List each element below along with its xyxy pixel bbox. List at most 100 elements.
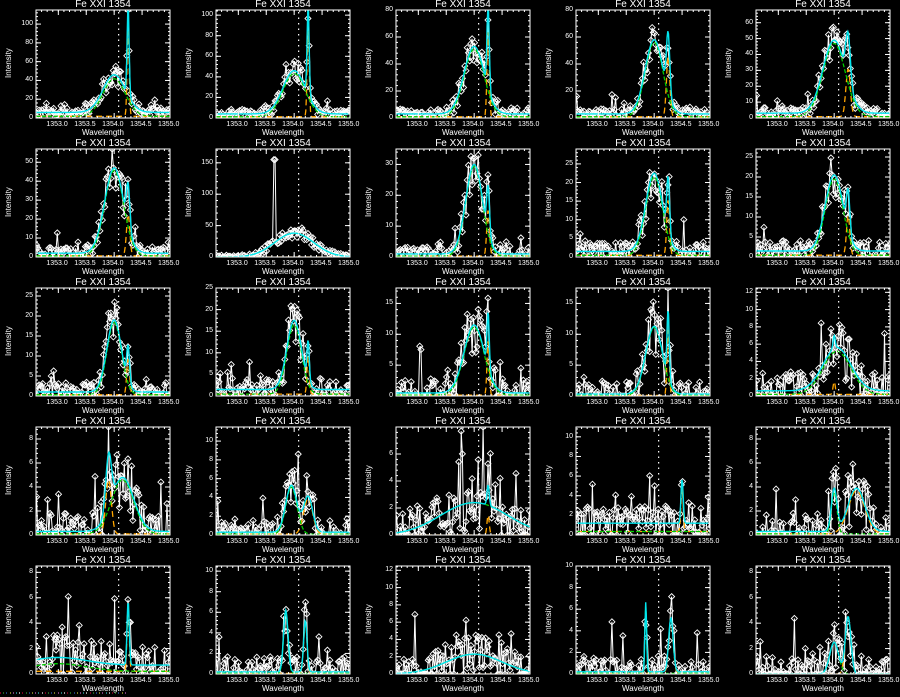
spectrum-panel: Fe XXI 1354 Intensity Wavelength 1353.0 1353… [540,555,720,695]
y-tick-label: 8 [569,452,573,460]
x-tick-label: 1353.0 [766,677,788,684]
x-tick-label: 1354.5 [670,399,692,406]
y-axis-label: Intensity [4,187,13,217]
x-tick-label: 1354.5 [850,260,872,267]
broad-component-curve [216,324,350,395]
y-tick-label: 30 [745,66,753,74]
y-axis-label: Intensity [4,48,13,78]
x-tick-label: 1354.0 [642,121,664,128]
y-tick-label: 20 [205,93,213,101]
panel-title: Fe XXI 1354 [75,277,131,288]
spectrum-panel: Fe XXI 1354 Intensity Wavelength 1353.0 1353… [180,416,360,556]
total-fit-curve [396,312,530,394]
y-tick-label: 20 [25,95,33,103]
plot-area [35,287,171,397]
x-tick-label: 1354.5 [670,260,692,267]
plot-area [35,148,171,258]
x-tick-label: 1354.5 [310,399,332,406]
x-tick-label: 1353.0 [226,677,248,684]
x-tick-label: 1354.0 [282,677,304,684]
total-fit-curve [36,603,170,666]
spectrum-panel: Fe XXI 1354 Intensity Wavelength 1353.0 1353… [720,277,900,417]
panel-title: Fe XXI 1354 [615,277,671,288]
x-tick-label: 1353.0 [586,399,608,406]
y-axis-label: Intensity [724,604,733,634]
y-tick-label: 8 [749,435,753,442]
x-tick-label: 1353.5 [434,677,456,684]
x-tick-label: 1354.0 [462,399,484,406]
y-tick-label: 10 [385,330,393,338]
y-tick-label: 0 [749,392,753,399]
plot-area [395,148,531,258]
spectrum-panel: Fe XXI 1354 Intensity Wavelength 1353.0 1353… [720,555,900,695]
y-axis-label: Intensity [544,48,553,78]
x-tick-label: 1355.0 [698,677,720,684]
x-tick-label: 1355.0 [338,399,360,406]
y-axis-label: Intensity [724,465,733,495]
x-axis-label: Wavelength [262,267,304,276]
y-tick-label: 0 [569,531,573,538]
x-tick-label: 1355.0 [158,121,180,128]
y-tick-label: 20 [565,178,573,186]
y-tick-label: 2 [749,644,753,652]
x-tick-label: 1354.5 [310,121,332,128]
x-tick-label: 1355.0 [878,677,900,684]
y-tick-label: 80 [565,6,573,13]
axes-frame [35,287,171,397]
spectrum-panel: Fe XXI 1354 Intensity Wavelength 1353.0 1353… [180,277,360,417]
x-tick-label: 1353.0 [226,121,248,128]
y-tick-label: 20 [745,173,753,180]
total-fit-curve [396,484,530,534]
y-tick-label: 150 [201,158,213,166]
x-axis-label: Wavelength [82,128,124,137]
y-tick-label: 25 [25,292,33,299]
x-axis-label: Wavelength [82,684,124,693]
x-tick-label: 1354.0 [822,538,844,545]
x-tick-label: 1354.5 [850,677,872,684]
spectrum-panel: Fe XXI 1354 Intensity Wavelength 1353.0 1353… [180,555,360,695]
panel-title: Fe XXI 1354 [75,138,131,149]
y-tick-label: 0 [389,531,393,538]
x-tick-label: 1353.5 [254,399,276,406]
y-tick-label: 40 [25,76,33,84]
x-tick-label: 1354.0 [102,399,124,406]
x-tick-label: 1353.0 [226,538,248,545]
panel-title: Fe XXI 1354 [75,0,131,10]
y-tick-label: 10 [205,437,213,445]
narrow-component-curve [396,341,530,396]
x-tick-label: 1353.0 [406,399,428,406]
y-tick-label: 50 [205,221,213,229]
y-tick-label: 50 [25,158,33,166]
y-tick-label: 2 [389,504,393,511]
x-tick-label: 1355.0 [518,121,540,128]
y-tick-label: 0 [569,114,573,121]
plot-area [755,426,891,536]
x-axis-label: Wavelength [622,684,664,693]
panel-title: Fe XXI 1354 [75,416,131,427]
narrow-component-curve [216,356,350,395]
spectrum-panel: Fe XXI 1354 Intensity Wavelength 1353.0 1353… [540,277,720,417]
plot-area [395,9,531,119]
y-tick-label: 60 [565,33,573,40]
x-tick-label: 1353.0 [766,121,788,128]
x-tick-label: 1354.0 [822,677,844,684]
spectrum-panel: Fe XXI 1354 Intensity Wavelength 1353.0 1353… [0,138,180,278]
x-tick-label: 1354.5 [130,399,152,406]
y-tick-label: 0 [29,392,33,399]
x-tick-label: 1355.0 [158,677,180,684]
axes-frame [395,148,531,258]
axes-frame [35,148,171,258]
x-axis-label: Wavelength [82,267,124,276]
observed-spectrum-line [756,612,890,674]
x-tick-label: 1354.0 [462,260,484,267]
spectrum-panel: Fe XXI 1354 Intensity Wavelength 1353.0 1353… [0,277,180,417]
x-tick-label: 1354.0 [462,121,484,128]
x-axis-label: Wavelength [802,128,844,137]
y-axis-label: Intensity [184,326,193,356]
y-tick-label: 15 [205,327,213,335]
x-tick-label: 1353.0 [46,399,68,406]
total-fit-curve [756,174,890,252]
y-tick-label: 80 [25,38,33,46]
x-tick-label: 1355.0 [338,538,360,545]
x-tick-label: 1355.0 [698,538,720,545]
